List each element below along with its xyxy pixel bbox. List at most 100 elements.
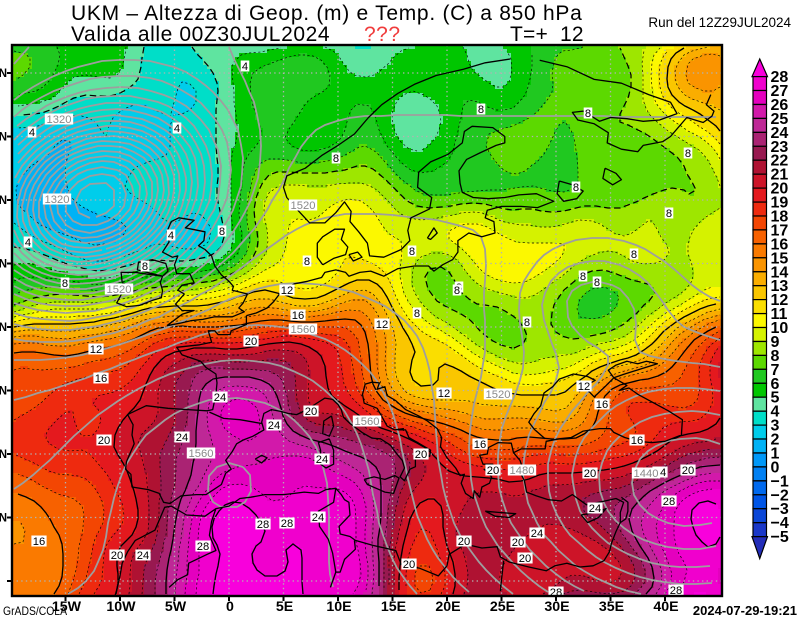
svg-text:20: 20 (111, 550, 123, 562)
svg-text:8: 8 (594, 277, 600, 289)
svg-text:Run del 12Z29JUL2024: Run del 12Z29JUL2024 (648, 15, 791, 30)
svg-text:22: 22 (771, 153, 789, 170)
svg-text:N: N (0, 322, 7, 334)
svg-text:10E: 10E (326, 599, 351, 615)
svg-text:20: 20 (415, 449, 427, 461)
svg-text:28: 28 (281, 518, 293, 530)
svg-text:10: 10 (771, 320, 789, 337)
svg-text:20: 20 (682, 465, 694, 477)
svg-text:24: 24 (268, 420, 280, 432)
svg-text:24: 24 (214, 392, 226, 404)
svg-text:24: 24 (531, 528, 543, 540)
svg-text:24: 24 (176, 432, 188, 444)
svg-text:16: 16 (292, 310, 304, 322)
svg-text:8: 8 (580, 271, 586, 283)
svg-text:−3: −3 (771, 501, 789, 518)
svg-text:16: 16 (474, 439, 486, 451)
svg-text:19: 19 (771, 195, 789, 212)
svg-text:20E: 20E (435, 599, 460, 615)
svg-text:9: 9 (771, 334, 780, 351)
svg-text:Valida alle 00Z30JUL2024: Valida alle 00Z30JUL2024 (71, 23, 330, 46)
svg-text:8: 8 (685, 148, 691, 160)
svg-text:35E: 35E (599, 599, 624, 615)
svg-text:12: 12 (376, 319, 388, 331)
svg-text:8: 8 (454, 285, 460, 297)
svg-text:28: 28 (670, 585, 682, 597)
svg-text:16: 16 (95, 373, 107, 385)
svg-text:N: N (0, 68, 7, 80)
svg-text:12: 12 (438, 388, 450, 400)
svg-text:1320: 1320 (47, 114, 72, 126)
svg-text:24: 24 (312, 512, 324, 524)
svg-text:−4: −4 (771, 515, 789, 532)
svg-text:4: 4 (771, 404, 780, 421)
svg-text:10W: 10W (106, 599, 136, 615)
svg-text:7: 7 (771, 362, 780, 379)
svg-text:20: 20 (245, 336, 257, 348)
svg-text:25: 25 (771, 111, 789, 128)
svg-text:6: 6 (771, 376, 780, 393)
svg-text:28: 28 (771, 69, 789, 86)
svg-text:1520: 1520 (107, 284, 132, 296)
svg-text:GrADS/COLA: GrADS/COLA (3, 604, 67, 618)
svg-text:N: N (0, 132, 7, 144)
svg-text:8: 8 (478, 104, 484, 116)
svg-text:N: N (0, 513, 7, 525)
svg-text:15: 15 (771, 250, 789, 267)
svg-text:18: 18 (771, 209, 789, 226)
svg-text:28: 28 (663, 496, 675, 508)
svg-text:1560: 1560 (189, 448, 214, 460)
svg-text:1480: 1480 (510, 465, 535, 477)
svg-text:N: N (0, 259, 7, 271)
svg-text:8: 8 (414, 308, 420, 320)
svg-text:11: 11 (771, 306, 788, 323)
svg-text:16: 16 (596, 399, 608, 411)
svg-text:1440: 1440 (634, 468, 659, 480)
svg-text:5: 5 (771, 390, 780, 407)
svg-text:4: 4 (168, 230, 174, 242)
svg-text:N: N (0, 386, 7, 398)
svg-text:3: 3 (771, 418, 780, 435)
svg-text:28: 28 (257, 519, 269, 531)
svg-text:21: 21 (771, 167, 789, 184)
svg-text:4: 4 (29, 127, 35, 139)
svg-text:8: 8 (142, 261, 148, 273)
svg-text:26: 26 (771, 97, 789, 114)
svg-text:−5: −5 (771, 529, 789, 546)
svg-text:40E: 40E (653, 599, 678, 615)
svg-text:8: 8 (573, 182, 579, 194)
svg-text:UKM – Altezza di Geop. (m) e T: UKM – Altezza di Geop. (m) e Temp. (C) a… (71, 2, 583, 25)
svg-text:1560: 1560 (291, 324, 316, 336)
svg-text:5W: 5W (165, 599, 187, 615)
svg-text:T=+ 12: T=+ 12 (510, 23, 584, 46)
svg-text:27: 27 (771, 83, 789, 100)
svg-text:20: 20 (487, 465, 499, 477)
svg-text:2: 2 (771, 432, 780, 449)
svg-text:20: 20 (458, 536, 470, 548)
svg-text:20: 20 (305, 406, 317, 418)
svg-text:20: 20 (403, 559, 415, 571)
svg-text:4: 4 (25, 237, 31, 249)
svg-text:12: 12 (90, 344, 102, 356)
svg-text:24: 24 (137, 550, 149, 562)
svg-text:1520: 1520 (291, 200, 316, 212)
svg-text:24: 24 (316, 454, 328, 466)
svg-text:15W: 15W (52, 599, 82, 615)
svg-text:8: 8 (771, 348, 780, 365)
svg-text:24: 24 (771, 125, 789, 142)
svg-text:???: ??? (364, 23, 401, 46)
svg-text:1520: 1520 (486, 389, 511, 401)
svg-text:8: 8 (631, 249, 637, 261)
svg-text:1320: 1320 (45, 194, 70, 206)
svg-text:8: 8 (62, 278, 68, 290)
svg-text:4: 4 (242, 61, 248, 73)
svg-text:12: 12 (281, 285, 293, 297)
svg-text:8: 8 (219, 226, 225, 238)
svg-text:20: 20 (584, 468, 596, 480)
svg-text:20: 20 (771, 181, 789, 198)
svg-text:16: 16 (631, 435, 643, 447)
svg-text:24: 24 (589, 503, 601, 515)
svg-text:30E: 30E (544, 599, 569, 615)
svg-text:0: 0 (771, 459, 780, 476)
svg-text:15E: 15E (381, 599, 406, 615)
